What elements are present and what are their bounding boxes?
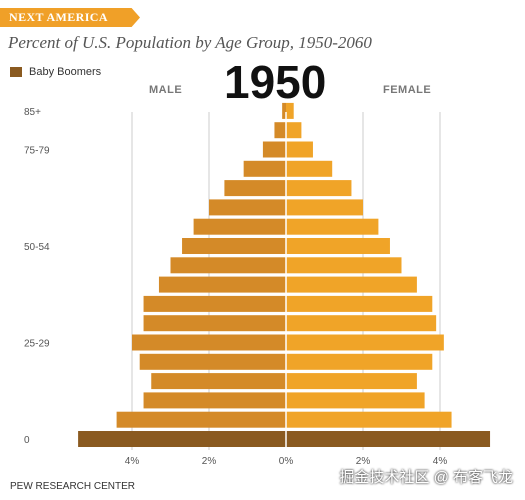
x-tick-label: 4% xyxy=(125,456,140,467)
x-tick-label: 0% xyxy=(279,456,294,467)
y-tick-label: 25-29 xyxy=(24,339,50,350)
y-tick-label: 85+ xyxy=(24,107,41,118)
bar-female-15 xyxy=(286,373,417,390)
y-tick-label: 0 xyxy=(24,435,30,446)
bar-female-85+ xyxy=(286,102,294,119)
x-tick-label: 2% xyxy=(356,456,371,467)
bar-female-70 xyxy=(286,160,333,177)
bar-female-0 xyxy=(286,431,491,447)
x-tick-label: 2% xyxy=(202,456,217,467)
bar-female-35 xyxy=(286,295,433,312)
bar-male-60 xyxy=(209,199,286,216)
bar-male-5 xyxy=(116,411,286,428)
bar-male-15 xyxy=(151,373,286,390)
bar-male-20 xyxy=(139,353,286,370)
bar-male-35 xyxy=(143,295,286,312)
legend-label: Baby Boomers xyxy=(29,66,102,78)
bar-male-75-79 xyxy=(262,141,286,158)
source-label: PEW RESEARCH CENTER xyxy=(10,481,136,492)
bar-female-50-54 xyxy=(286,238,390,254)
bar-male-0 xyxy=(78,431,286,447)
y-tick-label: 50-54 xyxy=(24,242,50,253)
bar-female-5 xyxy=(286,411,452,428)
year-label: 1950 xyxy=(224,56,327,108)
bar-male-85+ xyxy=(282,102,286,119)
bar-female-75-79 xyxy=(286,141,313,158)
bar-male-45 xyxy=(170,257,286,274)
bar-male-70 xyxy=(243,160,286,177)
bar-male-65 xyxy=(224,180,286,197)
bar-female-10 xyxy=(286,392,425,409)
x-tick-label: 4% xyxy=(433,456,448,467)
bar-female-30 xyxy=(286,315,437,332)
bar-female-60 xyxy=(286,199,363,216)
legend-swatch xyxy=(10,67,22,77)
bar-male-10 xyxy=(143,392,286,409)
female-column-label: FEMALE xyxy=(383,84,432,96)
legend: Baby Boomers xyxy=(10,66,101,78)
section-banner: NEXT AMERICA xyxy=(0,8,140,27)
bar-male-50-54 xyxy=(182,238,286,254)
bar-female-55 xyxy=(286,218,379,235)
male-column-label: MALE xyxy=(149,84,183,96)
bar-female-25-29 xyxy=(286,334,444,351)
bar-female-40 xyxy=(286,276,417,293)
chart-title: Percent of U.S. Population by Age Group,… xyxy=(8,33,372,52)
bar-female-45 xyxy=(286,257,402,274)
bar-female-65 xyxy=(286,180,352,197)
bar-male-25-29 xyxy=(132,334,286,351)
bar-male-30 xyxy=(143,315,286,332)
y-tick-label: 75-79 xyxy=(24,146,50,157)
watermark: 掘金技术社区 @ 布客飞龙 xyxy=(339,469,513,486)
bar-male-80 xyxy=(274,122,286,139)
bar-male-40 xyxy=(158,276,286,293)
bar-female-20 xyxy=(286,353,433,370)
bar-female-80 xyxy=(286,122,302,139)
bar-male-55 xyxy=(193,218,286,235)
